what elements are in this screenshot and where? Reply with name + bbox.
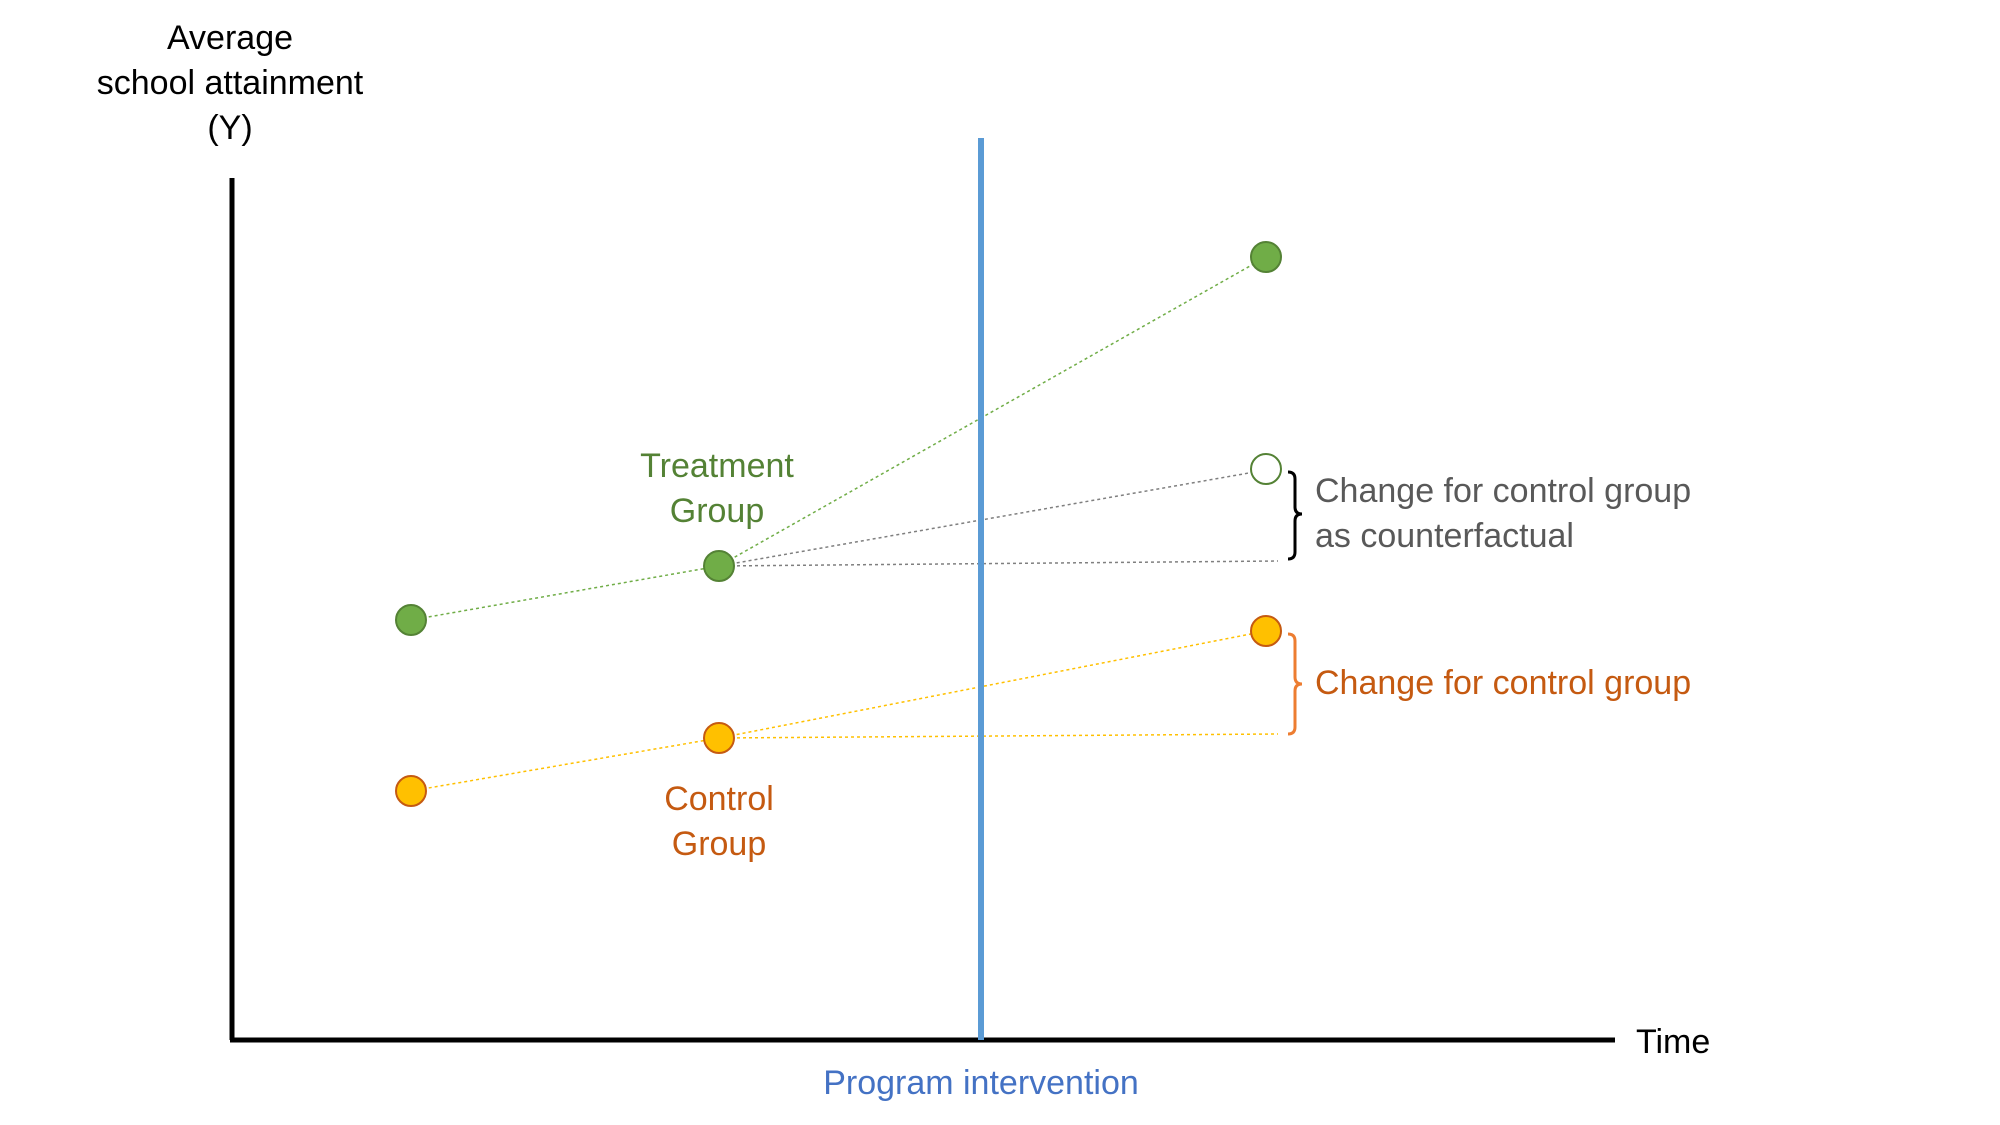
counterfactual-bracket [1287, 470, 1303, 561]
control-point-1 [395, 775, 427, 807]
control-post-line [718, 630, 1267, 739]
control-point-2 [703, 722, 735, 754]
y-axis-label-line-1: Average [166, 19, 294, 57]
treatment-point-1 [395, 604, 427, 636]
treatment-group-label-line-2: Group [669, 492, 765, 530]
y-axis-label-line-3: (Y) [207, 109, 253, 147]
y-axis-label: Average school attainment (Y) [60, 16, 400, 151]
control-baseline-line [718, 733, 1279, 739]
control-point-3 [1250, 615, 1282, 647]
treatment-point-2 [703, 550, 735, 582]
treatment-group-label: Treatment Group [617, 444, 817, 534]
treatment-pre-line [410, 565, 720, 621]
control-group-label-line-2: Group [671, 825, 767, 863]
intervention-label: Program intervention [823, 1064, 1139, 1102]
control-pre-line [410, 737, 720, 792]
counterfactual-annotation: Change for control group as counterfactu… [1315, 469, 1691, 559]
control-change-bracket [1287, 632, 1303, 736]
counterfactual-annotation-line-1: Change for control group [1315, 472, 1692, 510]
control-group-label: Control Group [619, 777, 819, 867]
counterfactual-trend-line [718, 469, 1267, 567]
treatment-group-label-line-1: Treatment [640, 447, 794, 485]
treatment-baseline-line [718, 560, 1279, 567]
x-axis-label: Time [1636, 1023, 1711, 1061]
y-axis-label-line-2: school attainment [96, 64, 364, 102]
counterfactual-annotation-line-2: as counterfactual [1315, 517, 1574, 555]
treatment-post-line [718, 256, 1267, 567]
treatment-point-3 [1250, 241, 1282, 273]
counterfactual-point [1250, 453, 1282, 485]
control-change-annotation: Change for control group [1315, 664, 1692, 702]
control-group-label-line-1: Control [664, 780, 774, 818]
